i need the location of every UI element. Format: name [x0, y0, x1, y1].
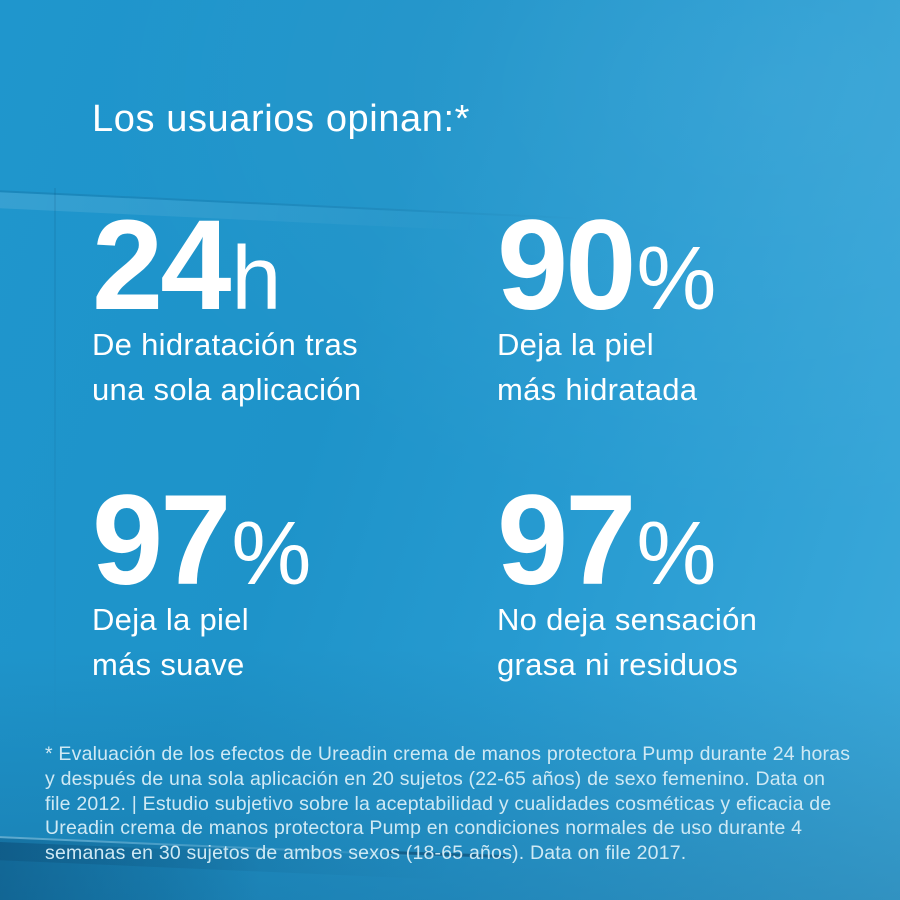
footnote-line: y después de una sola aplicación en 20 s… — [45, 767, 826, 790]
vertical-fold-crease — [54, 188, 56, 748]
footnote-line: Ureadin crema de manos protectora Pump e… — [45, 817, 803, 840]
stat-caption-line: No deja sensación — [497, 601, 758, 637]
stat-value: 97% — [92, 477, 492, 605]
stat-value: 24h — [92, 202, 492, 330]
stat-value: 97% — [497, 477, 897, 605]
stat-caption-line: grasa ni residuos — [497, 646, 739, 682]
stat-number: 24 — [92, 194, 231, 337]
stat-hydration-24h: 24h De hidratación tras una sola aplicac… — [92, 202, 492, 413]
stat-caption-line: Deja la piel — [92, 601, 249, 637]
stat-caption: No deja sensación grasa ni residuos — [497, 598, 897, 688]
stat-caption: Deja la piel más hidratada — [497, 323, 897, 413]
stat-caption-line: De hidratación tras — [92, 326, 358, 362]
stat-number: 97 — [92, 469, 231, 612]
stat-caption-line: una sola aplicación — [92, 371, 362, 407]
footnote-line: file 2012. | Estudio subjetivo sobre la … — [45, 792, 832, 815]
stat-unit: % — [231, 504, 312, 604]
stat-more-hydrated-90: 90% Deja la piel más hidratada — [497, 202, 897, 413]
stat-number: 97 — [497, 469, 636, 612]
stat-caption: Deja la piel más suave — [92, 598, 492, 688]
stat-unit: % — [636, 504, 717, 604]
stat-softer-skin-97: 97% Deja la piel más suave — [92, 477, 492, 688]
footnote-line: * Evaluación de los efectos de Ureadin c… — [45, 743, 851, 765]
footnote-line: semanas en 30 sujetos de ambos sexos (18… — [45, 842, 687, 864]
study-footnote: * Evaluación de los efectos de Ureadin c… — [45, 742, 885, 866]
stat-caption: De hidratación tras una sola aplicación — [92, 323, 492, 413]
stat-unit: h — [231, 229, 282, 329]
stat-caption-line: Deja la piel — [497, 326, 654, 362]
stat-value: 90% — [497, 202, 897, 330]
stat-caption-line: más hidratada — [497, 371, 698, 407]
stat-caption-line: más suave — [92, 646, 245, 682]
stat-unit: % — [636, 229, 717, 329]
stat-no-greasy-residue-97: 97% No deja sensación grasa ni residuos — [497, 477, 897, 688]
page-title: Los usuarios opinan:* — [92, 98, 471, 140]
stat-number: 90 — [497, 194, 636, 337]
